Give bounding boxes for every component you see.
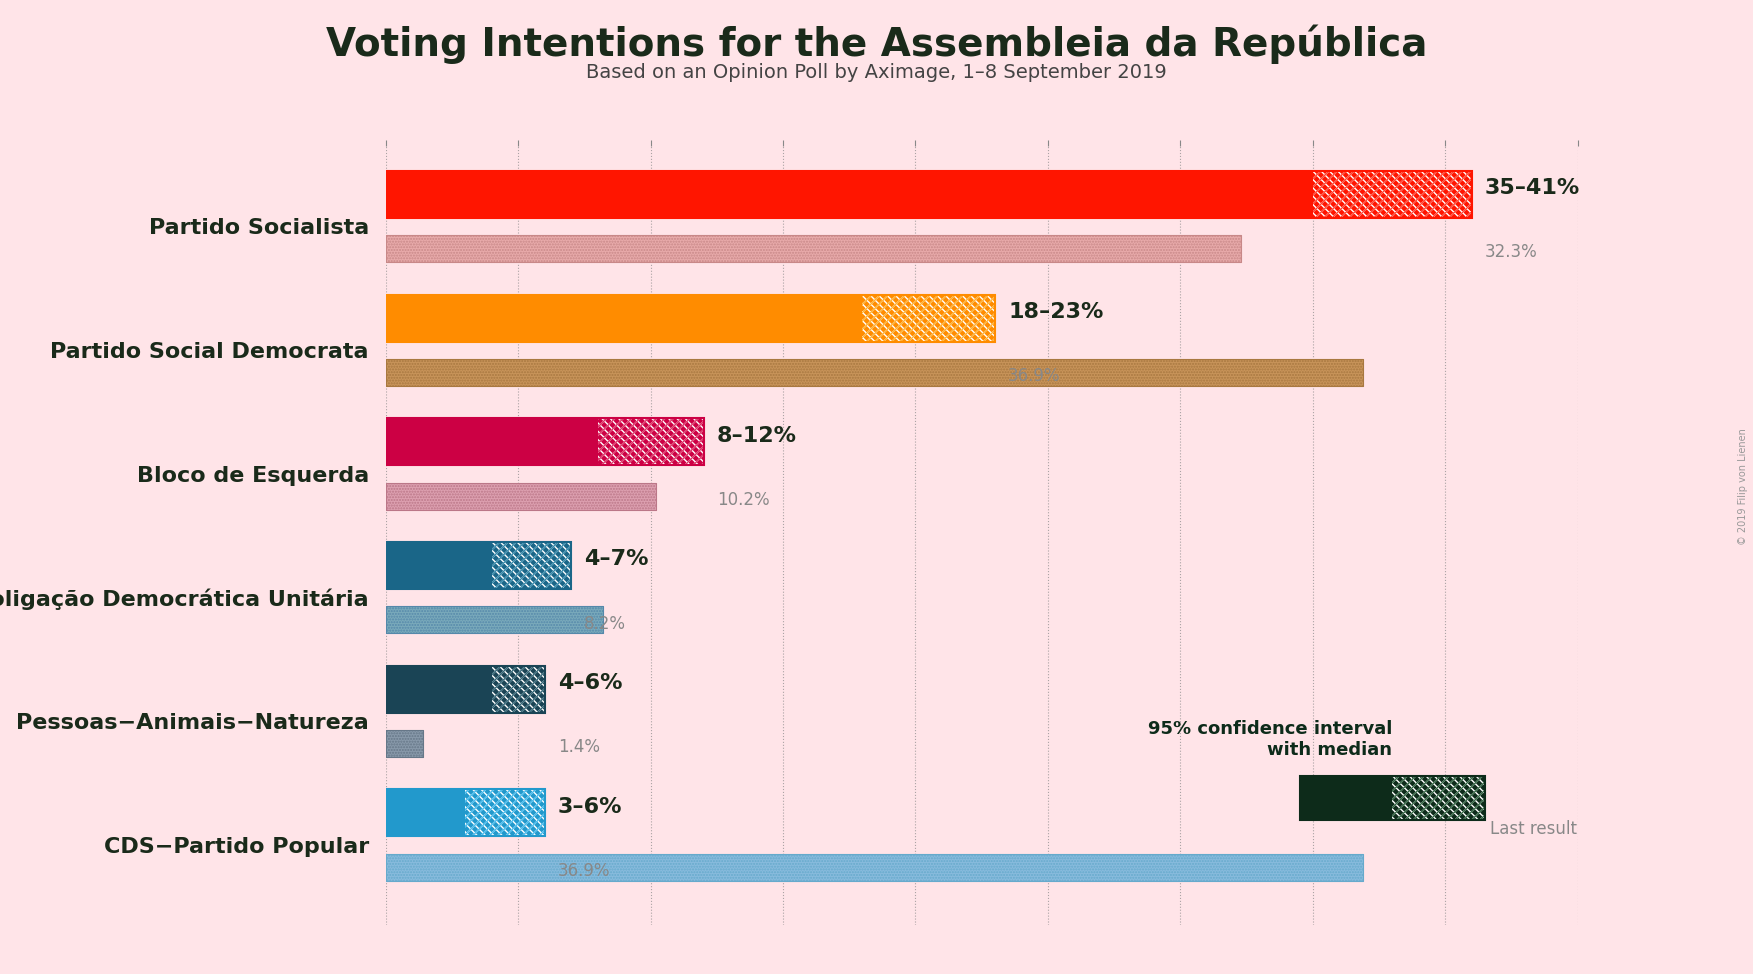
Bar (491, 542, 571, 589)
Text: Last result: Last result (1490, 820, 1578, 838)
Bar (386, 482, 656, 509)
Bar (386, 542, 491, 589)
Text: 36.9%: 36.9% (1008, 367, 1061, 385)
Bar (386, 665, 491, 713)
Bar (386, 418, 598, 466)
Bar (862, 294, 996, 342)
Bar (386, 730, 422, 757)
Bar (386, 358, 1364, 386)
Bar (386, 170, 1313, 218)
Bar (386, 606, 603, 633)
Bar (598, 418, 703, 466)
Text: 8–12%: 8–12% (717, 426, 798, 445)
Bar (1313, 170, 1473, 218)
Text: 32.3%: 32.3% (1485, 244, 1537, 261)
Text: 1.4%: 1.4% (557, 738, 600, 756)
Bar (386, 418, 703, 466)
Bar (386, 730, 422, 757)
Text: 10.2%: 10.2% (717, 491, 770, 508)
Bar (1392, 775, 1485, 820)
Bar (465, 789, 545, 837)
Bar (491, 665, 545, 713)
Bar (491, 665, 545, 713)
Bar (465, 789, 545, 837)
Bar (386, 294, 862, 342)
Bar (386, 235, 1241, 262)
Text: 95% confidence interval
with median: 95% confidence interval with median (1148, 721, 1392, 759)
Bar (386, 358, 1364, 386)
Bar (386, 294, 996, 342)
Bar (491, 542, 571, 589)
Bar (386, 853, 1364, 880)
Bar (386, 853, 1364, 880)
Bar (386, 606, 603, 633)
Text: 8.2%: 8.2% (584, 615, 626, 632)
Bar (386, 482, 656, 509)
Bar (386, 606, 603, 633)
Bar (386, 853, 1364, 880)
Bar (598, 418, 703, 466)
Bar (598, 418, 703, 466)
Text: 4–6%: 4–6% (557, 673, 622, 693)
Bar (386, 482, 656, 509)
Text: © 2019 Filip von Lienen: © 2019 Filip von Lienen (1737, 429, 1748, 545)
Bar (1392, 775, 1485, 820)
Bar (386, 235, 1241, 262)
Text: Based on an Opinion Poll by Aximage, 1–8 September 2019: Based on an Opinion Poll by Aximage, 1–8… (586, 63, 1167, 83)
Bar (862, 294, 996, 342)
Bar (491, 665, 545, 713)
Bar (386, 730, 422, 757)
Bar (386, 170, 1473, 218)
Text: 4–7%: 4–7% (584, 549, 649, 569)
Bar (386, 358, 1364, 386)
Bar (862, 294, 996, 342)
Bar (491, 542, 571, 589)
Bar (386, 235, 1241, 262)
Bar (1299, 775, 1392, 820)
Bar (465, 789, 545, 837)
Bar (1313, 170, 1473, 218)
Bar (1313, 170, 1473, 218)
Text: 36.9%: 36.9% (557, 862, 610, 880)
Bar (386, 789, 465, 837)
Text: 35–41%: 35–41% (1485, 178, 1579, 198)
Bar (386, 789, 545, 837)
Text: 3–6%: 3–6% (557, 797, 622, 816)
Text: 18–23%: 18–23% (1008, 302, 1104, 321)
Bar (386, 542, 571, 589)
Bar (1392, 775, 1485, 820)
Bar (1299, 775, 1485, 820)
Text: Voting Intentions for the Assembleia da República: Voting Intentions for the Assembleia da … (326, 24, 1427, 64)
Bar (386, 665, 545, 713)
